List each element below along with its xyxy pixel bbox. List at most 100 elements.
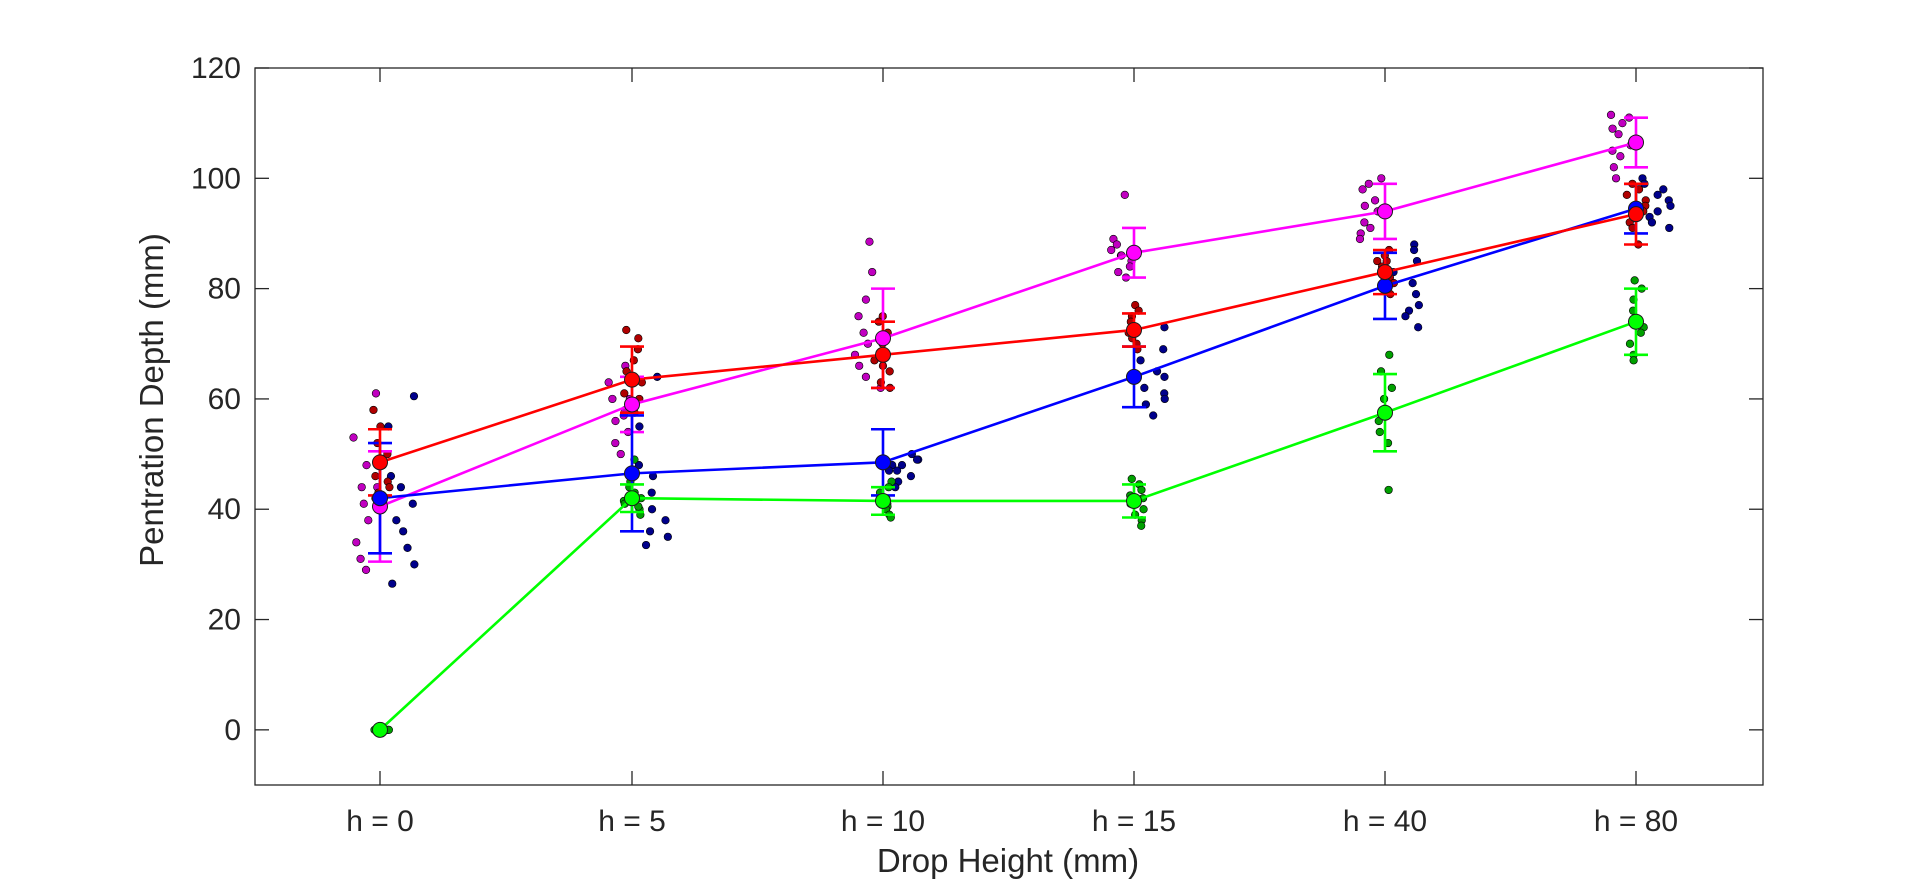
x-tick-label: h = 0 [346, 805, 414, 838]
data-point [634, 334, 643, 343]
data-point [604, 378, 613, 387]
data-point [854, 312, 863, 321]
data-point [1114, 267, 1123, 277]
data-point [1127, 474, 1136, 483]
mean-marker [1126, 368, 1142, 385]
data-point [1411, 290, 1421, 299]
series-line [379, 212, 1637, 464]
mean-marker [875, 492, 891, 509]
mean-marker [372, 454, 388, 471]
data-point [362, 461, 371, 470]
mean-marker [624, 371, 640, 388]
data-point [1373, 256, 1382, 266]
mean-marker [624, 490, 640, 507]
data-point [1107, 245, 1116, 255]
data-point [1120, 190, 1129, 199]
mean-marker [875, 330, 891, 347]
data-point [1387, 383, 1396, 392]
data-point [1611, 174, 1621, 183]
y-tick-label: 40 [208, 493, 241, 526]
data-point [1647, 218, 1657, 227]
data-point [608, 394, 617, 404]
data-point [1139, 505, 1148, 514]
mean-marker [372, 721, 388, 738]
data-point [855, 361, 864, 370]
series-line [379, 320, 1637, 731]
data-point [1137, 485, 1146, 495]
data-point [1160, 394, 1169, 404]
data-point [634, 461, 644, 470]
data-point [1384, 485, 1393, 495]
data-point [1375, 427, 1384, 437]
data-point [663, 532, 672, 541]
data-point [1125, 262, 1135, 271]
data-point [616, 449, 625, 459]
mean-marker [1126, 492, 1142, 509]
mean-marker [1628, 134, 1644, 151]
data-point [865, 237, 874, 246]
data-point [1370, 196, 1380, 205]
tick-labels: 0 20 40 60 80 100 120 h = 0 h = 5 h = 10 h = 15 h =… [191, 52, 1678, 838]
data-point [1366, 223, 1375, 233]
error-bars [368, 116, 1648, 563]
data-point [388, 579, 397, 588]
data-point [385, 483, 394, 492]
series-line [379, 207, 1637, 500]
mean-marker [1377, 404, 1393, 421]
mean-marker [624, 465, 640, 482]
data-point [1666, 201, 1675, 210]
data-point [1160, 372, 1169, 381]
axes [254, 67, 1764, 786]
data-point [1630, 276, 1639, 285]
data-point [357, 483, 366, 492]
data-point [1360, 218, 1369, 227]
data-point [403, 543, 412, 552]
x-tick-label: h = 80 [1594, 805, 1678, 838]
data-point [912, 455, 922, 464]
data-point [611, 438, 620, 448]
mean-markers [372, 134, 1644, 738]
x-tick-label: h = 10 [841, 805, 925, 838]
data-point [622, 325, 631, 335]
data-point [635, 422, 644, 431]
data-point [399, 527, 408, 536]
data-point [641, 540, 651, 550]
scatter-points [349, 110, 1675, 734]
data-point [409, 392, 419, 401]
y-tick-label: 100 [191, 162, 241, 195]
data-point [408, 499, 417, 508]
mean-marker [1126, 244, 1142, 261]
mean-marker [372, 490, 388, 507]
mean-marker [1377, 277, 1393, 294]
data-point [897, 461, 907, 470]
data-point [356, 554, 365, 563]
data-point [1653, 207, 1662, 216]
data-point [1401, 312, 1410, 321]
y-tick-label: 60 [208, 383, 241, 416]
x-tick-label: h = 15 [1092, 805, 1176, 838]
y-tick-label: 0 [224, 714, 241, 747]
data-point [1653, 190, 1662, 199]
data-point [1629, 356, 1638, 365]
data-point [861, 295, 871, 304]
data-point [1616, 152, 1625, 161]
y-tick-label: 20 [208, 604, 241, 637]
data-point [1636, 328, 1645, 337]
data-point [1618, 119, 1627, 128]
data-point [892, 466, 902, 475]
data-point [1614, 130, 1623, 139]
data-point [647, 488, 656, 497]
mean-marker [875, 346, 891, 363]
data-point [371, 472, 380, 481]
data-point [868, 267, 877, 277]
data-point [647, 505, 657, 514]
data-point [1409, 245, 1419, 255]
data-point [361, 565, 371, 575]
mean-marker [624, 396, 640, 413]
data-point [392, 516, 401, 525]
mean-marker [1377, 203, 1393, 220]
data-point [1140, 383, 1149, 392]
data-point [1659, 185, 1668, 194]
data-point [1665, 223, 1674, 233]
